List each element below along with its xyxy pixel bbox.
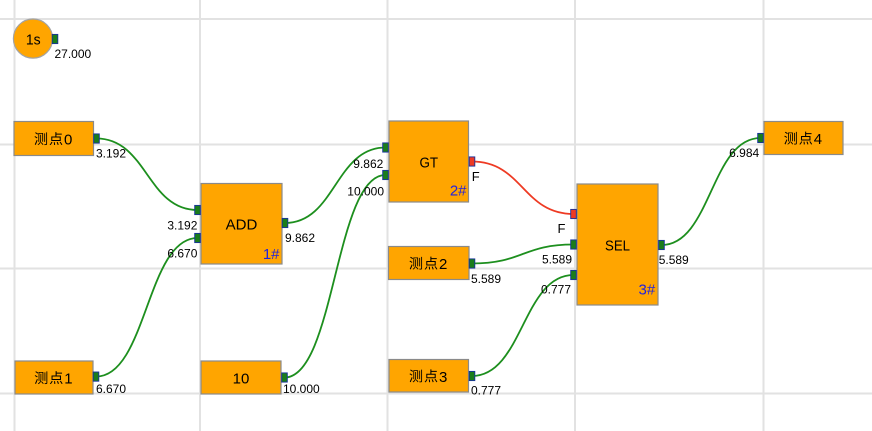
svg-text:0: 0 (64, 132, 72, 149)
svg-text:5.589: 5.589 (659, 253, 689, 267)
svg-text:ADD: ADD (226, 217, 258, 234)
svg-text:3: 3 (439, 369, 447, 386)
svg-text:GT: GT (419, 155, 438, 172)
svg-text:5.589: 5.589 (471, 272, 501, 286)
svg-text:6.670: 6.670 (167, 246, 197, 260)
svg-text:5.589: 5.589 (542, 253, 572, 267)
svg-text:0.777: 0.777 (541, 282, 571, 296)
svg-text:F: F (472, 169, 480, 184)
svg-text:1#: 1# (263, 246, 280, 263)
svg-text:0.777: 0.777 (471, 384, 501, 398)
svg-text:3.192: 3.192 (167, 218, 197, 232)
svg-text:3.192: 3.192 (96, 146, 126, 160)
svg-text:6.670: 6.670 (96, 382, 126, 396)
svg-text:10.000: 10.000 (347, 184, 384, 198)
svg-text:6.984: 6.984 (729, 146, 759, 160)
svg-text:1s: 1s (26, 32, 41, 49)
svg-text:9.862: 9.862 (285, 231, 315, 245)
svg-text:SEL: SEL (605, 237, 630, 254)
svg-text:10.000: 10.000 (283, 382, 320, 396)
svg-text:2#: 2# (450, 182, 467, 199)
svg-text:F: F (558, 221, 566, 236)
svg-text:27.000: 27.000 (55, 47, 92, 61)
svg-text:10: 10 (233, 370, 250, 387)
svg-text:4: 4 (814, 131, 822, 148)
svg-text:3#: 3# (639, 282, 656, 299)
svg-text:1: 1 (64, 371, 72, 388)
svg-text:2: 2 (439, 256, 447, 273)
svg-text:9.862: 9.862 (353, 157, 383, 171)
